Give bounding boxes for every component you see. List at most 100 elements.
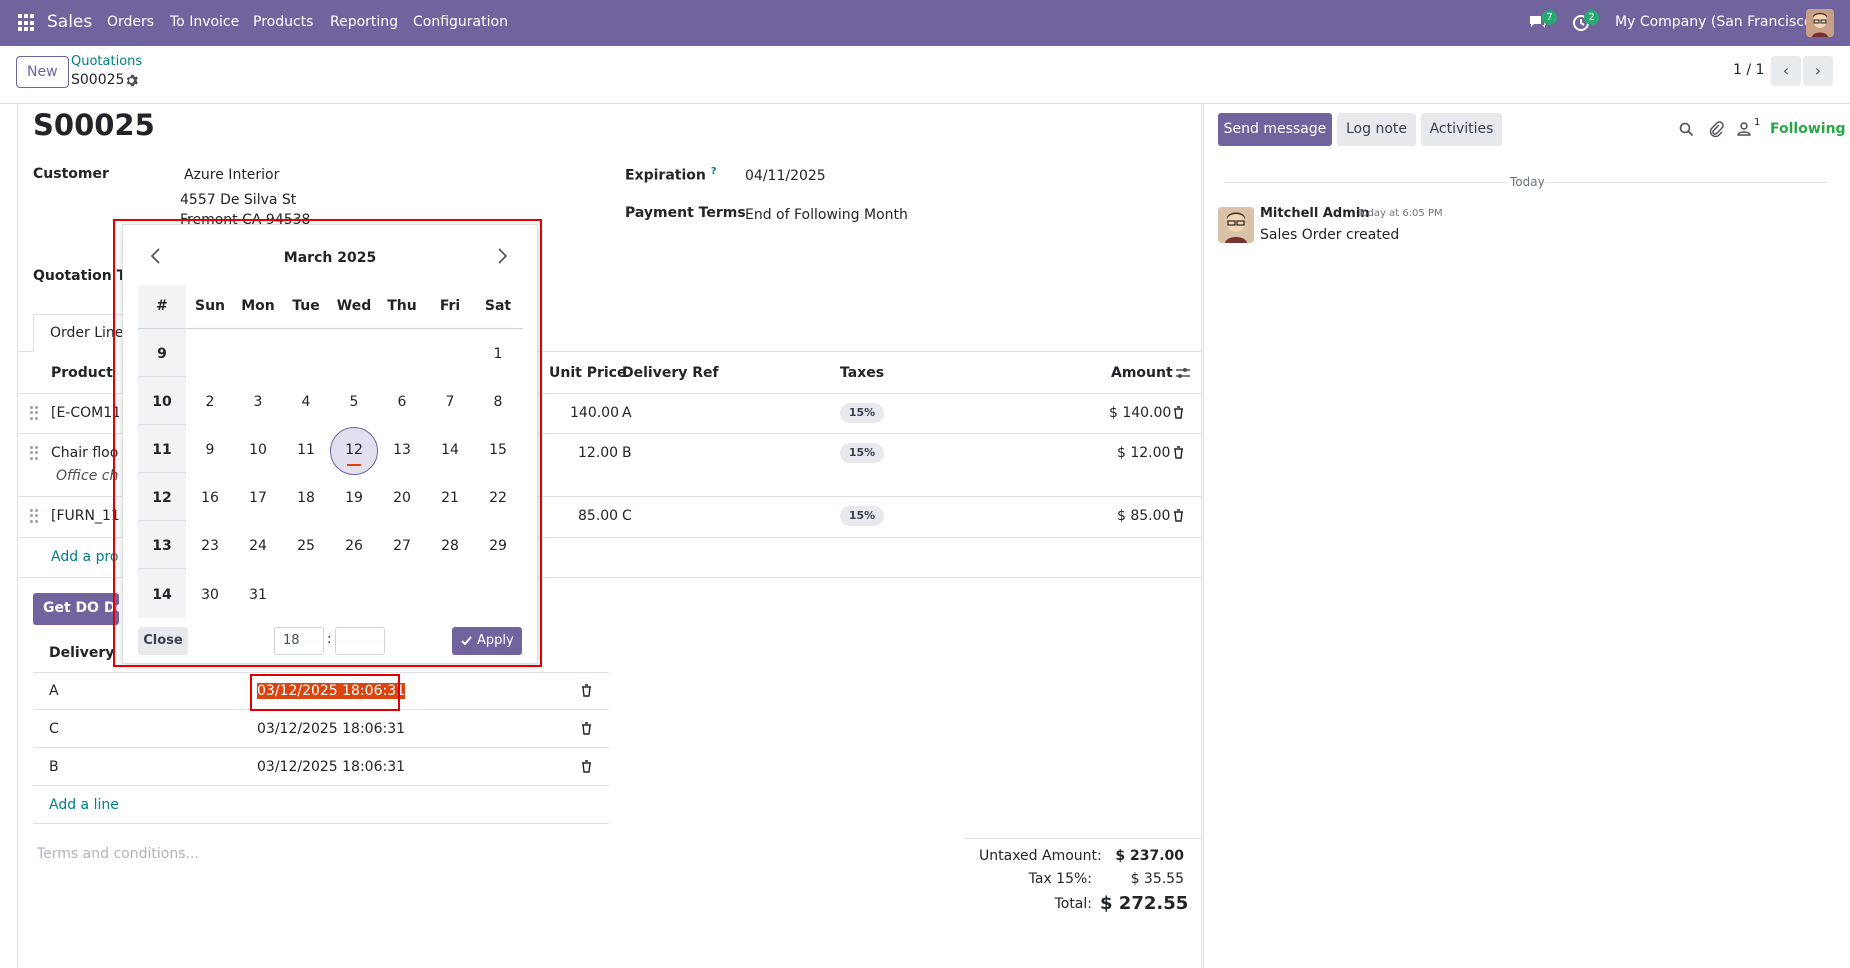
log-note-button[interactable]: Log note bbox=[1337, 113, 1416, 146]
tax-badge[interactable]: 15% bbox=[840, 403, 884, 423]
calendar-day[interactable]: 27 bbox=[393, 538, 411, 554]
calendar-day-selected[interactable]: 12 bbox=[345, 442, 363, 458]
add-line-link[interactable]: Add a line bbox=[49, 797, 119, 813]
row-product[interactable]: [FURN_1118] Corner Desk Left Sit bbox=[51, 508, 119, 524]
gear-icon[interactable] bbox=[125, 74, 138, 91]
calendar-day[interactable]: 3 bbox=[253, 394, 263, 410]
datepicker-hour-input[interactable]: 18 bbox=[274, 627, 324, 655]
do-column-header-ref[interactable]: Delivery Ref bbox=[49, 645, 119, 661]
calendar-day[interactable]: 5 bbox=[349, 394, 359, 410]
following-button[interactable]: Following bbox=[1770, 121, 1846, 137]
do-row-date-field[interactable]: 03/12/2025 18:06:31 bbox=[257, 683, 406, 699]
new-button[interactable]: New bbox=[16, 56, 69, 88]
row-delivery-ref[interactable]: B bbox=[622, 445, 632, 461]
datepicker-apply-button[interactable]: Apply bbox=[452, 627, 522, 655]
datepicker-month-title[interactable]: March 2025 bbox=[283, 250, 377, 266]
app-brand[interactable]: Sales bbox=[47, 12, 93, 32]
menu-orders[interactable]: Orders bbox=[107, 14, 155, 30]
send-message-button[interactable]: Send message bbox=[1218, 113, 1332, 146]
datepicker-previous-icon[interactable] bbox=[149, 246, 161, 270]
menu-configuration[interactable]: Configuration bbox=[413, 14, 508, 30]
menu-reporting[interactable]: Reporting bbox=[330, 14, 399, 30]
do-row-date[interactable]: 03/12/2025 18:06:31 bbox=[257, 721, 406, 737]
calendar-day[interactable]: 30 bbox=[201, 587, 219, 603]
paperclip-icon[interactable] bbox=[1709, 121, 1724, 141]
calendar-day[interactable]: 9 bbox=[205, 442, 215, 458]
column-header-product[interactable]: Product bbox=[51, 365, 113, 381]
calendar-day[interactable]: 20 bbox=[393, 490, 411, 506]
calendar-day[interactable]: 24 bbox=[249, 538, 267, 554]
user-avatar[interactable] bbox=[1806, 9, 1834, 37]
followers-icon[interactable] bbox=[1737, 121, 1751, 140]
drag-handle-icon[interactable] bbox=[30, 446, 38, 460]
optional-columns-icon[interactable] bbox=[1176, 366, 1190, 384]
terms-conditions-field[interactable]: Terms and conditions... bbox=[37, 846, 199, 862]
trash-icon[interactable] bbox=[581, 684, 592, 697]
drag-handle-icon[interactable] bbox=[30, 406, 38, 420]
do-row-ref[interactable]: B bbox=[49, 759, 59, 775]
company-switcher[interactable]: My Company (San Francisco) bbox=[1615, 14, 1818, 30]
breadcrumb-quotations[interactable]: Quotations bbox=[71, 54, 143, 69]
calendar-day[interactable]: 11 bbox=[297, 442, 315, 458]
calendar-day[interactable]: 8 bbox=[493, 394, 503, 410]
calendar-day[interactable]: 4 bbox=[301, 394, 311, 410]
row-product[interactable]: [E-COM11] Cabinet with Doors bbox=[51, 405, 119, 421]
calendar-day[interactable]: 16 bbox=[201, 490, 219, 506]
trash-icon[interactable] bbox=[1173, 509, 1184, 522]
do-row-date[interactable]: 03/12/2025 18:06:31 bbox=[257, 759, 406, 775]
activities-button[interactable]: Activities bbox=[1421, 113, 1502, 146]
trash-icon[interactable] bbox=[1173, 406, 1184, 419]
menu-to-invoice[interactable]: To Invoice bbox=[170, 14, 240, 30]
calendar-day[interactable]: 22 bbox=[489, 490, 507, 506]
calendar-day[interactable]: 17 bbox=[249, 490, 267, 506]
row-unit-price[interactable]: 85.00 bbox=[578, 508, 619, 524]
customer-name[interactable]: Azure Interior bbox=[184, 167, 280, 183]
do-row-ref[interactable]: C bbox=[49, 721, 59, 737]
datepicker-next-icon[interactable] bbox=[497, 246, 509, 270]
calendar-day[interactable]: 25 bbox=[297, 538, 315, 554]
message-author-avatar[interactable] bbox=[1218, 207, 1254, 243]
datepicker-close-button[interactable]: Close bbox=[138, 627, 188, 655]
calendar-day[interactable]: 13 bbox=[393, 442, 411, 458]
expiration-help-icon[interactable]: ? bbox=[710, 166, 717, 177]
get-do-details-button[interactable]: Get DO Details bbox=[33, 593, 119, 625]
calendar-day[interactable]: 14 bbox=[441, 442, 459, 458]
calendar-day[interactable]: 29 bbox=[489, 538, 507, 554]
add-product-link[interactable]: Add a product bbox=[51, 549, 119, 565]
trash-icon[interactable] bbox=[581, 760, 592, 773]
calendar-day[interactable]: 10 bbox=[249, 442, 267, 458]
pager-value[interactable]: 1 / 1 bbox=[1733, 62, 1765, 78]
do-row-ref[interactable]: A bbox=[49, 683, 59, 699]
column-header-taxes[interactable]: Taxes bbox=[840, 365, 885, 381]
row-delivery-ref[interactable]: C bbox=[622, 508, 632, 524]
calendar-day[interactable]: 2 bbox=[205, 394, 215, 410]
message-author[interactable]: Mitchell Admin bbox=[1260, 206, 1370, 221]
trash-icon[interactable] bbox=[1173, 446, 1184, 459]
menu-products[interactable]: Products bbox=[253, 14, 314, 30]
payment-terms-field[interactable]: End of Following Month bbox=[745, 207, 908, 223]
column-header-delivery-ref[interactable]: Delivery Ref bbox=[622, 365, 719, 381]
calendar-day[interactable]: 6 bbox=[397, 394, 407, 410]
row-unit-price[interactable]: 12.00 bbox=[578, 445, 619, 461]
expiration-field[interactable]: 04/11/2025 bbox=[745, 168, 826, 184]
calendar-day[interactable]: 31 bbox=[249, 587, 267, 603]
messages-icon[interactable] bbox=[1528, 14, 1548, 32]
calendar-day[interactable]: 19 bbox=[345, 490, 363, 506]
row-unit-price[interactable]: 140.00 bbox=[570, 405, 619, 421]
trash-icon[interactable] bbox=[581, 722, 592, 735]
pager-previous-button[interactable]: ‹ bbox=[1771, 56, 1801, 86]
calendar-day[interactable]: 18 bbox=[297, 490, 315, 506]
do-row-date-selected[interactable]: 03/12/2025 18:06:31 bbox=[257, 683, 406, 699]
calendar-day[interactable]: 7 bbox=[445, 394, 455, 410]
calendar-day[interactable]: 23 bbox=[201, 538, 219, 554]
calendar-day[interactable]: 15 bbox=[489, 442, 507, 458]
pager-next-button[interactable]: › bbox=[1803, 56, 1833, 86]
column-header-amount[interactable]: Amount bbox=[1111, 365, 1173, 381]
drag-handle-icon[interactable] bbox=[30, 509, 38, 523]
tax-badge[interactable]: 15% bbox=[840, 443, 884, 463]
calendar-day[interactable]: 26 bbox=[345, 538, 363, 554]
calendar-day[interactable]: 21 bbox=[441, 490, 459, 506]
calendar-day[interactable]: 28 bbox=[441, 538, 459, 554]
row-delivery-ref[interactable]: A bbox=[622, 405, 632, 421]
search-icon[interactable] bbox=[1679, 122, 1694, 141]
